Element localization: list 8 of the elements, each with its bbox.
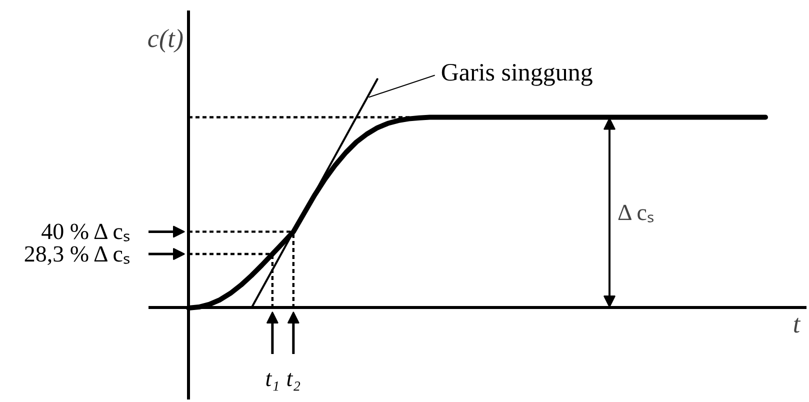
annotation: Δ cₛ [618,200,654,226]
legend-label: Garis singgung [440,60,594,87]
y-axis-title: c(t) [147,24,184,53]
y-tick-label: 40 % Δ cₛ [41,219,130,244]
x-tick-label: t₁ [265,366,280,391]
x-axis-title: t [792,309,801,338]
x-tick-label: t₂ [286,366,301,391]
y-tick-label: 28,3 % Δ cₛ [24,242,130,267]
